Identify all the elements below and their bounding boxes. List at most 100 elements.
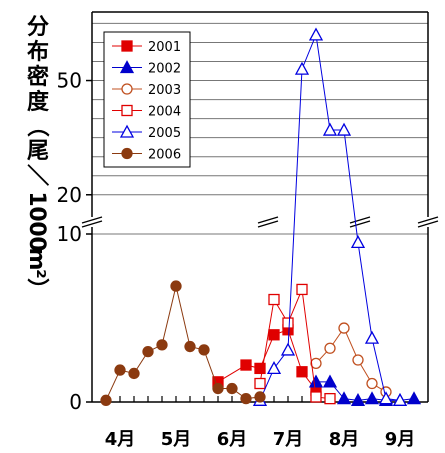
y-axis-label-char: （: [24, 115, 49, 137]
data-point-2003: [352, 354, 364, 366]
legend-item-2005: 2005: [112, 124, 181, 141]
data-point-2003: [324, 342, 336, 354]
axis-break-mark: [257, 216, 279, 224]
legend-item-2006: 2006: [112, 148, 181, 163]
legend-marker: [121, 40, 133, 52]
x-tick-label: 8月: [329, 429, 360, 450]
axis-break-gap: [350, 217, 370, 227]
data-point-2001: [240, 359, 252, 371]
legend-label: 2006: [148, 148, 181, 163]
data-point-2004: [282, 317, 294, 329]
legend-label: 2003: [148, 83, 181, 98]
data-point-2006: [254, 391, 266, 403]
series-line-2006: [105, 285, 261, 401]
data-point-2005: [322, 122, 338, 136]
legend-marker: [121, 83, 133, 95]
y-tick-label: 0: [69, 390, 82, 414]
data-point-2002: [308, 374, 324, 388]
y-axis-label-char: 0: [24, 221, 49, 236]
series: [100, 27, 422, 406]
legend-marker: [119, 124, 135, 138]
y-axis-label-char: 0: [24, 206, 49, 221]
x-tick-label: 7月: [273, 429, 304, 450]
data-point-2004: [324, 392, 336, 405]
legend-box: [103, 31, 191, 168]
data-point-2002: [336, 391, 352, 405]
data-point-2004: [254, 377, 266, 390]
data-point-2001: [268, 329, 280, 341]
axis-break-gap: [82, 217, 102, 227]
legend-label: 2002: [148, 62, 181, 77]
data-point-2006: [198, 344, 210, 356]
series-2004: [254, 283, 336, 405]
data-point-2005: [336, 122, 352, 136]
data-point-2005: [364, 330, 380, 344]
legend-item-2001: 2001: [112, 40, 181, 55]
data-point-2006: [184, 340, 196, 353]
data-point-2005: [294, 61, 310, 75]
data-point-2005: [266, 361, 282, 375]
legend-label: 2001: [148, 40, 181, 55]
y-axis-label-char: ²: [24, 269, 49, 279]
x-tick-label: 9月: [385, 429, 416, 450]
data-point-2006: [240, 392, 252, 405]
data-point-2002: [350, 392, 366, 406]
data-point-2006: [114, 364, 126, 376]
data-point-2004: [296, 283, 308, 296]
series-2005: [252, 27, 408, 406]
legend-label: 2005: [148, 126, 181, 141]
data-point-2006: [212, 382, 224, 395]
x-tick-label: 6月: [217, 429, 248, 450]
y-axis-label-char: 尾: [27, 139, 49, 164]
data-point-2006: [156, 339, 168, 351]
y-tick-label: 50: [57, 69, 82, 93]
axis-break-mark: [257, 220, 279, 228]
series-2003: [310, 322, 392, 398]
legend-item-2002: 2002: [112, 60, 181, 77]
axis-break-mark: [81, 220, 103, 228]
y-axis-label-char: m: [24, 248, 49, 271]
legend: 2001 2002 2003 2004 2005 2006: [103, 31, 191, 168]
data-point-2005: [378, 391, 394, 405]
data-point-2003: [366, 377, 378, 390]
data-point-2005: [308, 27, 324, 41]
data-point-2004: [268, 293, 280, 306]
axis-break-mark: [349, 220, 371, 228]
y-tick-label: 10: [57, 222, 82, 246]
series-2006: [100, 280, 266, 406]
y-axis-label-char: ）: [24, 278, 49, 300]
axis-break-mark: [81, 216, 103, 224]
legend-item-2003: 2003: [112, 83, 181, 98]
axis-break-gap: [418, 217, 438, 227]
data-point-2006: [100, 394, 112, 406]
x-tick-label: 4月: [105, 429, 136, 450]
y-tick-label: 20: [57, 183, 82, 207]
data-point-2002: [364, 391, 380, 405]
y-axis-label-char: ／: [24, 164, 49, 186]
axis-break-mark: [417, 220, 439, 228]
data-point-2006: [142, 345, 154, 358]
axis-break-mark: [349, 216, 371, 224]
x-tick-label: 5月: [161, 429, 192, 450]
data-point-2005: [350, 235, 366, 249]
legend-marker: [121, 147, 133, 160]
data-point-2005: [392, 392, 408, 406]
data-point-2003: [338, 322, 350, 334]
data-point-2003: [310, 357, 322, 370]
legend-marker: [121, 104, 133, 117]
data-point-2002: [322, 374, 338, 388]
y-axis-label-char: 1: [24, 191, 49, 206]
axis-break-mark: [417, 216, 439, 224]
y-axis-label-char: 布: [27, 39, 49, 65]
legend-item-2004: 2004: [112, 105, 181, 120]
data-point-2001: [254, 362, 266, 375]
data-point-2006: [170, 280, 182, 292]
legend-label: 2004: [148, 105, 181, 120]
data-point-2002: [406, 391, 422, 405]
data-point-2005: [280, 342, 296, 356]
y-axis-label-char: 0: [24, 236, 49, 251]
data-point-2004: [310, 391, 322, 403]
data-point-2006: [226, 382, 238, 395]
y-axis-label-char: 度: [27, 89, 50, 115]
